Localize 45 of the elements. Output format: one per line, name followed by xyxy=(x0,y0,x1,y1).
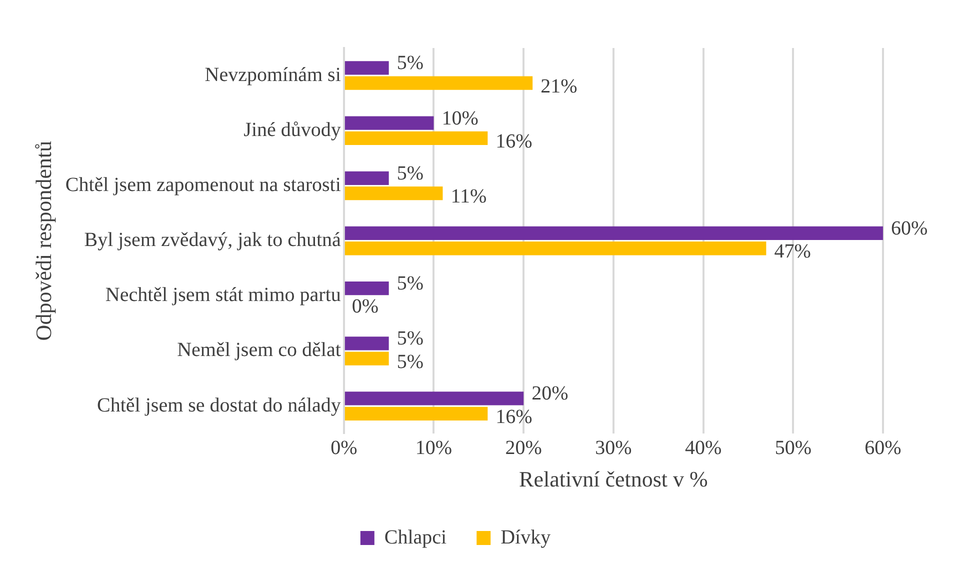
data-label: 20% xyxy=(532,382,568,405)
y-tick-label: Jiné důvody xyxy=(244,118,341,141)
x-tick-label: 60% xyxy=(864,436,902,459)
y-tick-label: Nevzpomínám si xyxy=(204,64,342,86)
data-label: 5% xyxy=(396,162,424,184)
y-tick-label: Neměl jsem co dělat xyxy=(177,339,342,362)
bar xyxy=(344,61,389,75)
data-label: 5% xyxy=(396,328,424,350)
data-label: 60% xyxy=(891,217,928,240)
x-tick-label: 30% xyxy=(595,436,632,459)
data-label: 21% xyxy=(540,75,578,98)
y-tick-label: Byl jsem zvědavý, jak to chutná xyxy=(84,229,342,252)
bar xyxy=(344,281,389,296)
y-tick-label: Chtěl jsem se dostat do nálady xyxy=(97,394,341,416)
data-label: 10% xyxy=(442,107,478,130)
bar xyxy=(344,171,389,185)
bar xyxy=(344,406,488,420)
data-label: 47% xyxy=(774,240,811,263)
bar xyxy=(344,116,434,130)
data-label: 0% xyxy=(352,296,379,318)
legend-label: Chlapci xyxy=(384,526,448,548)
data-label: 16% xyxy=(496,406,532,428)
data-label: 5% xyxy=(396,272,424,295)
y-tick-label: Chtěl jsem zapomenout na starosti xyxy=(65,174,342,196)
bar xyxy=(344,76,533,90)
bar xyxy=(344,186,443,200)
x-tick-label: 10% xyxy=(415,436,452,459)
bar xyxy=(344,131,488,146)
data-label: 5% xyxy=(396,350,424,373)
legend-label: Dívky xyxy=(500,526,551,548)
data-label: 11% xyxy=(450,186,487,208)
bar xyxy=(344,242,766,256)
x-axis-title: Relativní četnost v % xyxy=(519,466,708,492)
x-tick-label: 40% xyxy=(684,436,722,459)
y-axis-title: Odpovědi respondentů xyxy=(30,140,56,341)
x-tick-label: 50% xyxy=(774,436,812,459)
data-label: 16% xyxy=(496,130,532,152)
data-label: 5% xyxy=(396,52,424,74)
x-tick-label: 0% xyxy=(330,436,358,459)
bar xyxy=(344,352,389,366)
x-tick-label: 20% xyxy=(505,436,542,459)
y-tick-label: Nechtěl jsem stát mimo partu xyxy=(105,284,341,306)
bar xyxy=(344,336,389,350)
bar xyxy=(344,226,883,240)
bar xyxy=(344,392,524,406)
